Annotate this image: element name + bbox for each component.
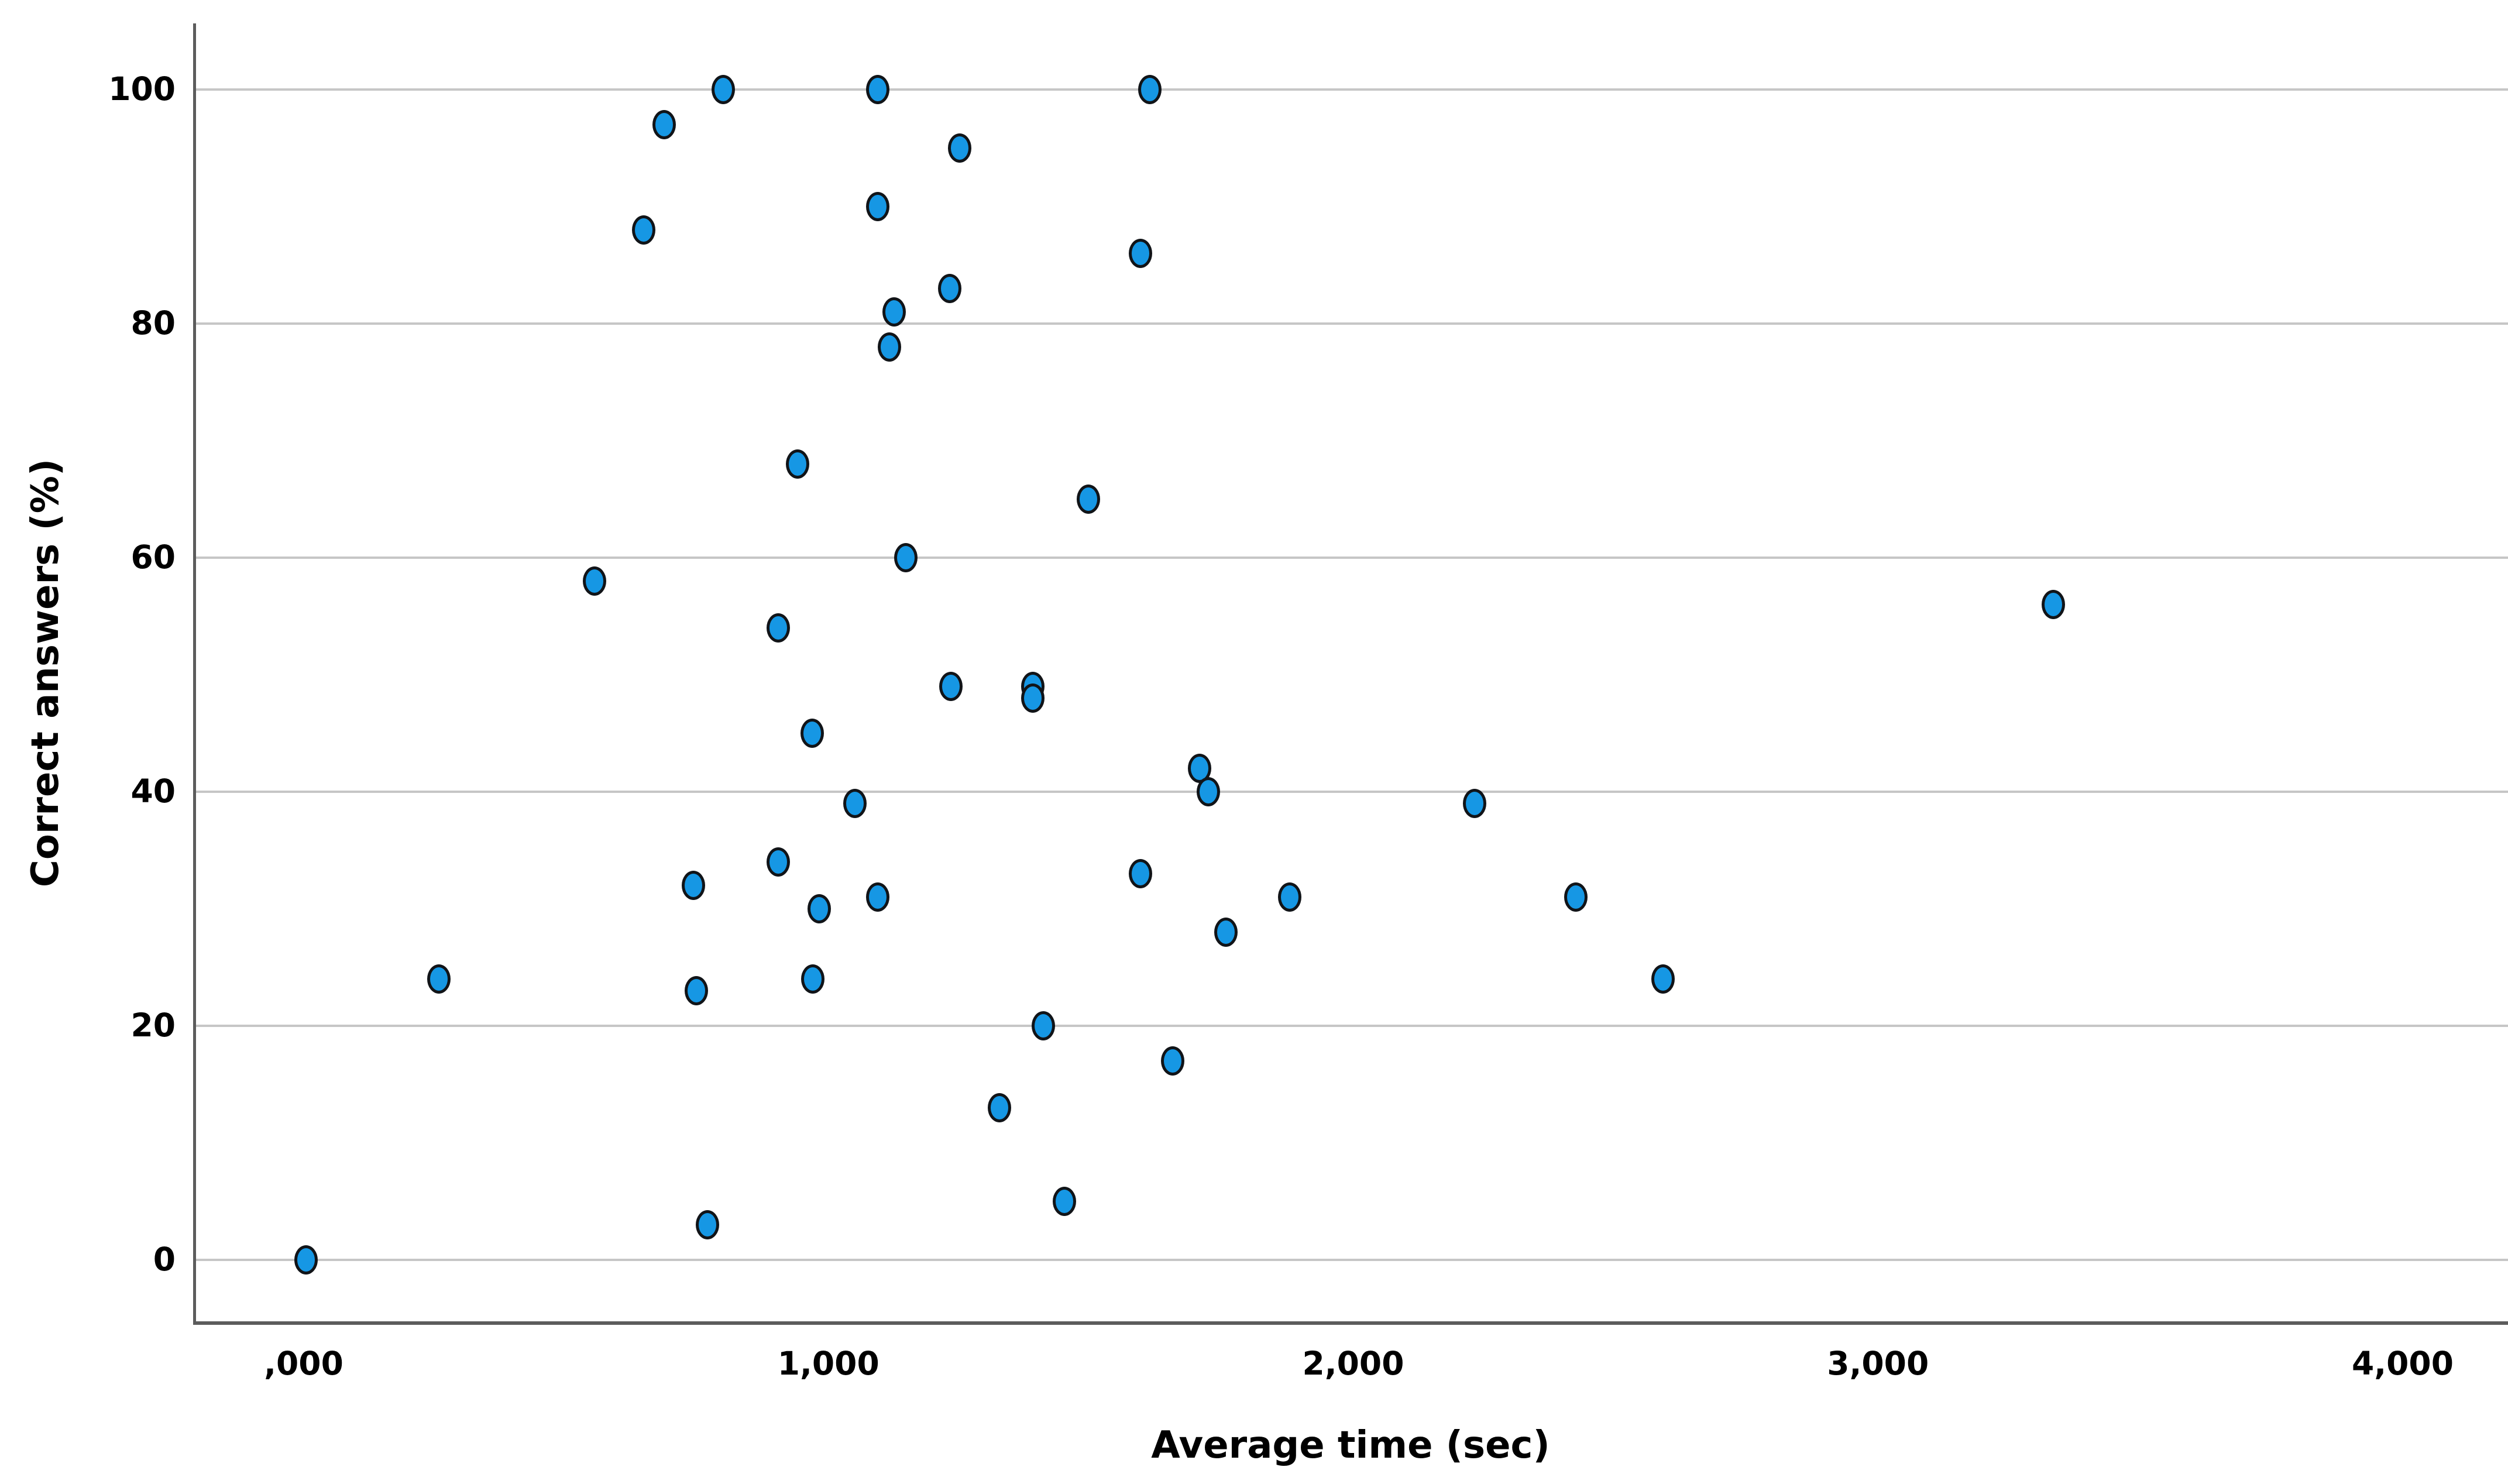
y-tick-label: 0 <box>153 1241 176 1278</box>
data-point <box>652 110 676 139</box>
data-point <box>1462 789 1486 818</box>
data-point <box>937 274 961 303</box>
data-point <box>1021 683 1045 713</box>
data-point <box>1053 1187 1077 1216</box>
data-point <box>1214 918 1238 947</box>
data-point <box>866 882 890 912</box>
y-axis-title: Correct answers (%) <box>24 458 67 888</box>
data-point <box>632 215 656 245</box>
y-tick-label: 20 <box>130 1006 176 1044</box>
data-point <box>1651 964 1675 994</box>
x-tick-label: 2,000 <box>1302 1345 1404 1382</box>
data-point <box>882 297 906 327</box>
data-point <box>988 1093 1012 1122</box>
data-point <box>1196 777 1220 806</box>
y-gridline <box>195 1025 2508 1027</box>
data-point <box>1129 239 1153 268</box>
y-gridline <box>195 88 2508 91</box>
data-point <box>939 672 963 701</box>
x-tick-label: ,000 <box>264 1345 343 1382</box>
data-point <box>801 964 824 994</box>
data-point <box>785 449 809 479</box>
y-tick-label: 60 <box>130 538 176 576</box>
data-point <box>695 1210 719 1239</box>
data-point <box>766 847 790 877</box>
data-point <box>1076 485 1100 514</box>
data-point <box>766 613 790 643</box>
data-point <box>866 75 890 104</box>
y-gridline <box>195 322 2508 325</box>
data-point <box>1129 859 1153 888</box>
data-point <box>843 789 867 818</box>
data-point <box>2041 590 2065 619</box>
y-axis-line <box>193 23 196 1323</box>
y-gridline <box>195 791 2508 793</box>
x-tick-label: 4,000 <box>2352 1345 2454 1382</box>
y-gridline <box>195 556 2508 559</box>
data-point <box>1032 1011 1056 1040</box>
data-point <box>684 976 708 1005</box>
data-point <box>427 964 451 994</box>
data-point <box>947 133 971 163</box>
data-point <box>1161 1046 1185 1076</box>
data-point <box>1277 882 1301 912</box>
x-tick-label: 3,000 <box>1827 1345 1929 1382</box>
y-tick-label: 40 <box>130 772 176 810</box>
data-point <box>877 332 901 362</box>
data-point <box>682 871 706 900</box>
data-point <box>894 543 918 572</box>
y-tick-label: 80 <box>130 304 176 342</box>
data-point <box>582 566 606 596</box>
data-point <box>807 894 831 923</box>
y-tick-label: 100 <box>108 70 176 108</box>
x-axis-title: Average time (sec) <box>1151 1424 1550 1467</box>
data-point <box>1138 75 1162 104</box>
data-point <box>800 719 824 748</box>
data-point <box>1564 882 1588 912</box>
data-point <box>294 1245 318 1275</box>
data-point <box>712 75 736 104</box>
y-gridline <box>195 1259 2508 1261</box>
x-tick-label: 1,000 <box>777 1345 879 1382</box>
x-axis-line <box>193 1321 2508 1325</box>
data-point <box>866 192 890 221</box>
